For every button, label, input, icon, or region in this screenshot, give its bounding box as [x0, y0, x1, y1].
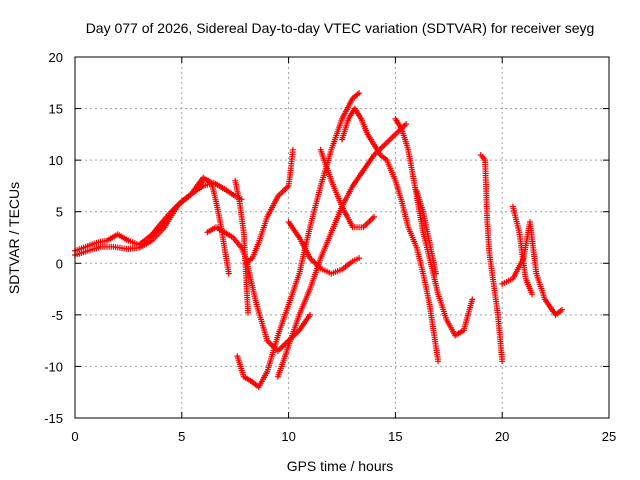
series-trace-o: [499, 219, 565, 318]
series-trace-m: [413, 188, 439, 277]
y-tick-label: -5: [51, 308, 63, 323]
x-tick-label: 5: [178, 429, 185, 444]
series-trace-b: [72, 174, 232, 277]
series-trace-n: [477, 152, 506, 365]
series-trace-k: [339, 105, 442, 365]
series-points: [509, 203, 536, 298]
series-trace-p: [509, 203, 536, 298]
series-points: [232, 177, 251, 316]
plot-frame: [74, 56, 610, 419]
series-points: [72, 174, 232, 277]
y-tick-label: 10: [49, 153, 63, 168]
y-axis-label: SDTVAR / TECUs: [6, 182, 22, 294]
series-trace-e: [232, 177, 251, 316]
series-trace-a: [72, 177, 207, 254]
series-trace-c: [146, 179, 245, 241]
series-points: [72, 177, 207, 254]
series-points: [285, 219, 363, 277]
y-tick-label: -10: [44, 359, 63, 374]
x-axis-label: GPS time / hours: [287, 458, 394, 474]
x-tick-label: 15: [388, 429, 402, 444]
series-points: [242, 146, 296, 267]
series-points: [146, 179, 245, 241]
series-points: [477, 152, 506, 365]
x-tick-label: 20: [495, 429, 509, 444]
x-tick-label: 0: [71, 429, 78, 444]
series-points: [317, 146, 377, 231]
axis-ticks: 0 5 10 15 20 25 -15 -10 -5 0 5 10 15 20: [44, 50, 616, 444]
series-trace-h: [274, 121, 410, 380]
y-tick-label: 15: [49, 102, 63, 117]
chart-title: Day 077 of 2026, Sidereal Day-to-day VTE…: [86, 20, 595, 36]
series-points: [274, 121, 410, 380]
x-tick-label: 10: [281, 429, 295, 444]
data-points: [72, 90, 565, 391]
series-trace-l: [392, 115, 476, 339]
series-trace-j: [317, 146, 377, 231]
series-points: [499, 219, 565, 318]
y-tick-label: -15: [44, 411, 63, 426]
series-points: [413, 188, 439, 277]
series-trace-i: [285, 219, 363, 277]
x-tick-label: 25: [602, 429, 616, 444]
series-points: [339, 105, 442, 365]
y-tick-label: 5: [56, 205, 63, 220]
series-trace-g: [242, 146, 296, 267]
y-tick-label: 20: [49, 50, 63, 65]
y-tick-label: 0: [56, 256, 63, 271]
series-points: [392, 115, 476, 339]
